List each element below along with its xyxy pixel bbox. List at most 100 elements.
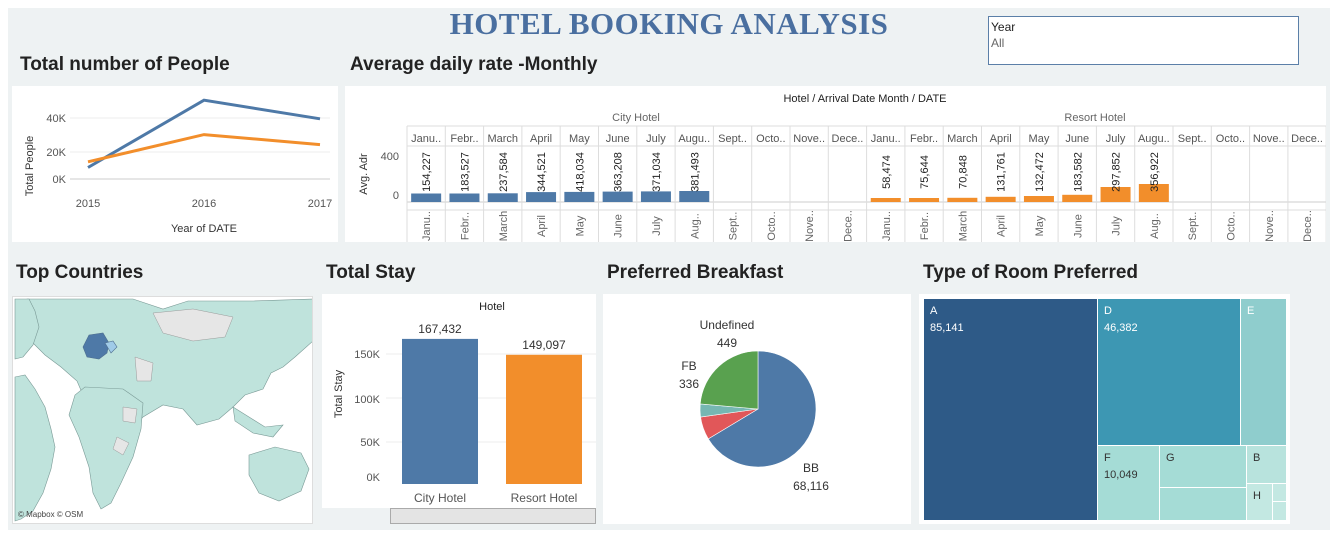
adr-month-header: March: [487, 133, 518, 145]
pie-label-bb-value: 68,116: [793, 479, 829, 493]
adr-month-header: March: [947, 133, 978, 145]
people-series-line-1[interactable]: [87, 98, 321, 169]
adr-bar[interactable]: [985, 196, 1016, 202]
country-highlight: [104, 340, 118, 354]
adr-bar[interactable]: [1062, 194, 1093, 202]
north-america-landmass: [14, 298, 40, 360]
adr-month-header: Febr..: [450, 133, 478, 145]
adr-month-header: Nove..: [793, 133, 825, 145]
adr-bar-label: 131,761: [996, 152, 1008, 192]
people-ylabel: Total People: [24, 136, 36, 197]
adr-bar[interactable]: [909, 198, 940, 202]
adr-bar-label: 58,474: [881, 155, 893, 189]
breakfast-section-title: Preferred Breakfast: [607, 262, 784, 283]
treemap-cell-f[interactable]: F 10,049: [1098, 446, 1159, 520]
adr-month-label: March: [498, 211, 510, 242]
adr-month-label: Nove..: [804, 210, 816, 242]
year-filter-label: Year: [991, 20, 1016, 34]
adr-bar-label: 297,852: [1111, 152, 1123, 192]
adr-month-label: Febr..: [919, 212, 931, 240]
adr-bar-label: 363,208: [613, 152, 625, 192]
portugal-highlight: [82, 332, 110, 360]
adr-bar[interactable]: [870, 198, 901, 202]
adr-bar[interactable]: [1023, 196, 1054, 202]
adr-bar-chart[interactable]: Hotel / Arrival Date Month / DATE Avg. A…: [345, 86, 1327, 242]
people-chart-panel: Total People 40K 20K 0K 2015 2016 2017 Y…: [12, 86, 338, 242]
treemap-cell-label: G: [1166, 452, 1175, 464]
pie-slice-bb[interactable]: [707, 350, 817, 468]
adr-month-label: May: [1034, 215, 1046, 236]
adr-month-label: Janu..: [881, 211, 893, 241]
adr-bar[interactable]: [679, 191, 710, 202]
pie-label-undefined-name: Undefined: [700, 318, 755, 332]
year-filter-value[interactable]: All: [991, 36, 1005, 50]
adr-bar[interactable]: [411, 193, 442, 203]
stay-bar[interactable]: [506, 354, 582, 484]
country-unknown: [152, 308, 234, 342]
pie-label-undefined-value: 449: [717, 336, 737, 350]
people-ytick: 20K: [46, 147, 66, 159]
adr-month-header: Augu..: [678, 133, 710, 145]
adr-bar-label: 75,644: [919, 155, 931, 189]
adr-bar[interactable]: [487, 193, 518, 202]
adr-bar-label: 183,527: [459, 152, 471, 192]
treemap-cell-other[interactable]: [1160, 488, 1246, 520]
adr-ytick: 400: [381, 151, 399, 163]
treemap-cell-e[interactable]: E: [1241, 299, 1286, 445]
stay-bar-chart[interactable]: Hotel Total Stay 150K 100K 50K 0K 167,43…: [322, 294, 596, 508]
adr-month-label: Febr..: [459, 212, 471, 240]
people-xtick: 2017: [308, 198, 332, 210]
adr-bar[interactable]: [449, 193, 480, 203]
map-credit: © Mapbox © OSM: [18, 510, 84, 519]
adr-month-label: July: [651, 216, 663, 236]
adr-bar-label: 70,848: [957, 155, 969, 189]
stay-category-label: City Hotel: [414, 491, 466, 505]
people-line-chart[interactable]: Total People 40K 20K 0K 2015 2016 2017 Y…: [12, 86, 338, 242]
stay-bar-label: 149,097: [522, 338, 566, 352]
world-map[interactable]: © Mapbox © OSM: [12, 296, 313, 524]
treemap-cell-small[interactable]: [1273, 502, 1286, 520]
adr-group-label-city: City Hotel: [612, 112, 660, 124]
treemap-cell-g[interactable]: G: [1160, 446, 1246, 487]
stay-bar-label: 167,432: [418, 322, 462, 336]
adr-month-label: Sept..: [728, 212, 740, 241]
adr-month-header: Octo..: [1216, 133, 1245, 145]
stay-ytick: 50K: [360, 437, 380, 449]
treemap-cell-label: F: [1104, 452, 1111, 464]
adr-month-header: Janu..: [871, 133, 901, 145]
adr-bar[interactable]: [602, 191, 633, 202]
adr-month-header: May: [569, 133, 590, 145]
treemap-cell-a[interactable]: A 85,141: [924, 299, 1097, 520]
adr-bar[interactable]: [947, 197, 978, 202]
treemap-cell-small[interactable]: [1273, 484, 1286, 501]
stay-ylabel: Total Stay: [333, 369, 345, 418]
adr-bar[interactable]: [526, 192, 557, 202]
adr-bar[interactable]: [640, 191, 671, 202]
adr-month-label: Octo..: [766, 211, 778, 240]
adr-month-header: Dece..: [1291, 133, 1323, 145]
adr-bar[interactable]: [1100, 187, 1131, 202]
treemap-cell-d[interactable]: D 46,382: [1098, 299, 1240, 445]
year-filter[interactable]: Year All: [988, 16, 1299, 65]
world-map-canvas: [13, 297, 312, 523]
horizontal-scrollbar[interactable]: [390, 508, 596, 524]
adr-month-header: Sept..: [1178, 133, 1207, 145]
treemap-cell-h[interactable]: H: [1247, 484, 1272, 520]
people-series-line-2[interactable]: [87, 133, 321, 164]
breakfast-pie-chart[interactable]: Undefined 449 FB 336 BB 68,116: [603, 294, 911, 524]
adr-bar-label: 183,582: [1072, 152, 1084, 192]
people-section-title: Total number of People: [20, 54, 230, 75]
treemap-cell-label: A: [930, 305, 938, 317]
adr-month-label: June: [1072, 214, 1084, 238]
adr-bar-label: 371,034: [651, 152, 663, 192]
adr-month-header: July: [1106, 133, 1126, 145]
room-section-title: Type of Room Preferred: [923, 262, 1139, 283]
adr-grid: [406, 125, 1327, 242]
adr-month-label: Dece..: [842, 210, 854, 242]
pie-slice-sc[interactable]: [699, 350, 759, 410]
stay-bar[interactable]: [402, 338, 478, 484]
treemap-cell-b[interactable]: B: [1247, 446, 1286, 483]
adr-month-header: July: [646, 133, 666, 145]
adr-bar[interactable]: [1138, 184, 1169, 202]
adr-bar[interactable]: [564, 191, 595, 202]
